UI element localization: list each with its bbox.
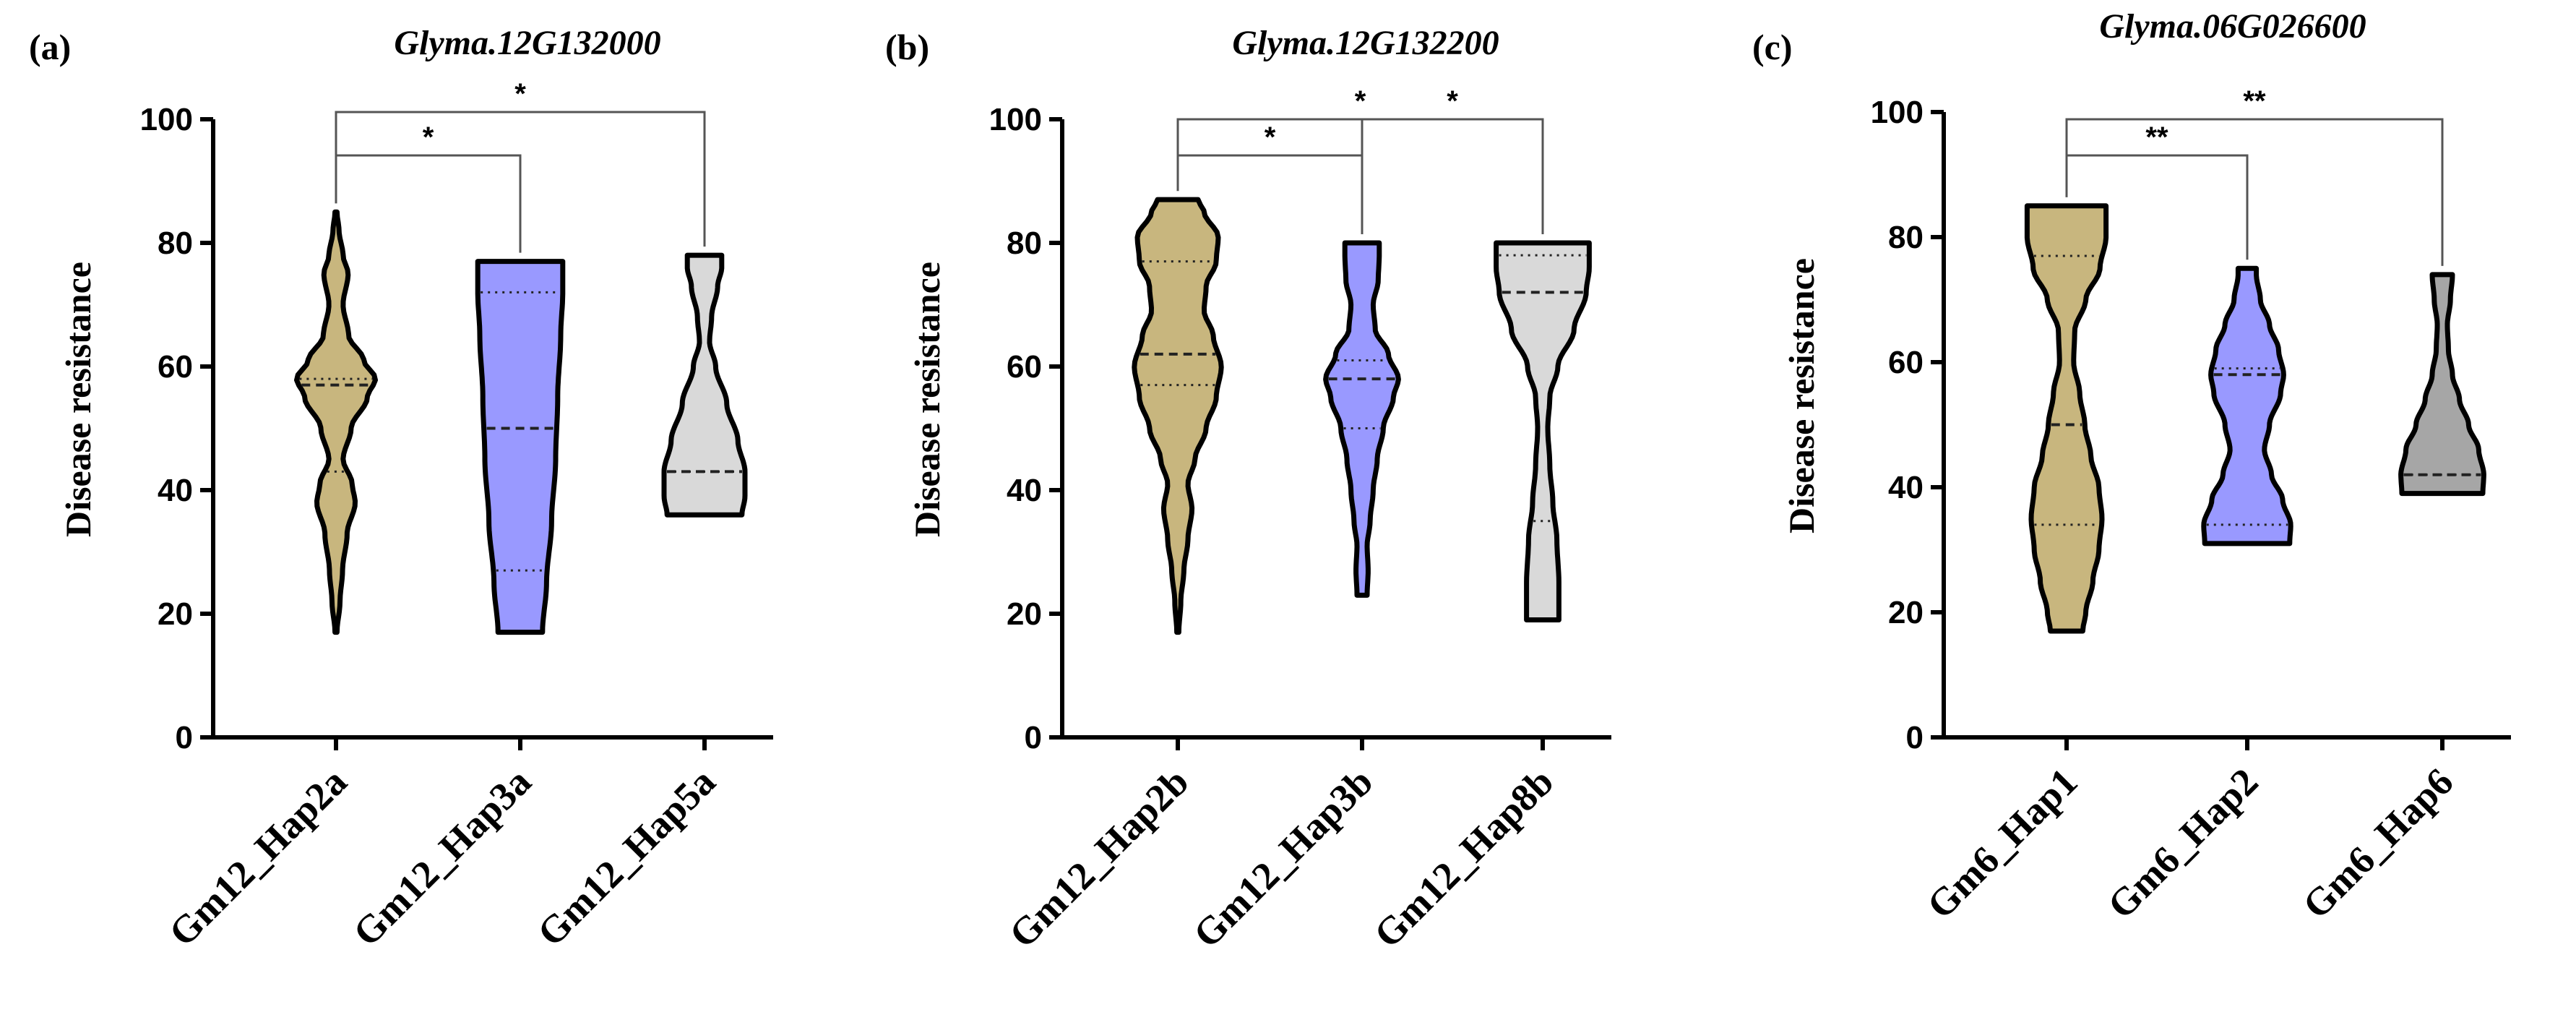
- significance-label: *: [1447, 85, 1458, 117]
- y-tick-label: 20: [158, 596, 193, 632]
- violin-body: [2201, 265, 2293, 547]
- violin-body: [2024, 203, 2109, 634]
- panel-title: Glyma.12G132000: [394, 24, 660, 62]
- significance-bracket: [335, 154, 522, 253]
- x-category-label: Gm12_Hap2b: [1001, 760, 1197, 956]
- y-tick-label: 80: [158, 226, 193, 261]
- y-tick-label: 40: [158, 473, 193, 508]
- y-tick-label: 60: [158, 349, 193, 385]
- y-axis-title: Disease resistance: [1781, 258, 1822, 533]
- x-category-label: Gm12_Hap5a: [529, 760, 723, 954]
- x-category-label: Gm6_Hap1: [1918, 760, 2085, 927]
- panel-letter: (c): [1752, 27, 1793, 67]
- significance-label: **: [2243, 85, 2266, 117]
- y-tick-label: 100: [140, 102, 193, 137]
- panel-0: (a) Glyma.12G132000 0 20 40 60 80 100 Disease re…: [29, 24, 773, 954]
- y-tick-label: 40: [1888, 470, 1924, 505]
- violin-2: [1494, 240, 1592, 623]
- panel-letter: (a): [29, 27, 71, 67]
- y-tick-label: 60: [1007, 349, 1042, 385]
- y-tick-label: 80: [1007, 226, 1042, 261]
- violin-body: [1494, 240, 1592, 623]
- violin-2: [661, 252, 748, 518]
- x-category-label: Gm6_Hap2: [2099, 760, 2266, 927]
- y-tick-label: 0: [1906, 720, 1924, 755]
- significance-label: **: [2145, 121, 2168, 153]
- y-tick-label: 100: [989, 102, 1042, 137]
- significance-label: *: [1265, 121, 1276, 153]
- y-tick-label: 100: [1871, 95, 1924, 130]
- significance-label: *: [1355, 85, 1366, 117]
- y-tick-label: 60: [1888, 345, 1924, 380]
- significance-bracket: [1361, 118, 1544, 234]
- violin-0: [1132, 197, 1224, 635]
- violin-2: [2398, 272, 2486, 497]
- x-category-label: Gm12_Hap3b: [1185, 760, 1382, 956]
- violin-body: [661, 252, 748, 518]
- violin-body: [475, 259, 566, 635]
- x-category-label: Gm6_Hap6: [2294, 760, 2461, 927]
- violin-body: [1323, 240, 1401, 598]
- x-category-label: Gm12_Hap3a: [345, 760, 539, 954]
- panel-title: Glyma.06G026600: [2099, 7, 2366, 46]
- significance-bracket: [2065, 118, 2444, 266]
- x-category-label: Gm12_Hap8b: [1366, 760, 1562, 956]
- violin-1: [2201, 265, 2293, 547]
- violin-0: [2024, 203, 2109, 634]
- y-axis-title: Disease resistance: [58, 262, 98, 537]
- significance-label: *: [514, 78, 526, 110]
- violin-body: [2398, 272, 2486, 497]
- violin-body: [294, 209, 378, 635]
- panel-2: (c) Glyma.06G026600 0 20 40 60 80 100 Disease re…: [1752, 7, 2511, 927]
- y-tick-label: 80: [1888, 220, 1924, 255]
- panel-letter: (b): [885, 27, 929, 67]
- violin-body: [1132, 197, 1224, 635]
- y-tick-label: 20: [1007, 596, 1042, 632]
- significance-bracket: [335, 111, 706, 247]
- violin-0: [294, 209, 378, 635]
- y-tick-label: 20: [1888, 595, 1924, 630]
- y-tick-label: 0: [176, 720, 193, 755]
- x-category-label: Gm12_Hap2a: [160, 760, 355, 954]
- panel-1: (b) Glyma.12G132200 0 20 40 60 80 100 Disease re…: [885, 24, 1611, 956]
- panel-title: Glyma.12G132200: [1232, 24, 1499, 62]
- significance-label: *: [423, 121, 434, 153]
- violin-1: [475, 259, 566, 635]
- significance-bracket: [1176, 118, 1544, 234]
- y-tick-label: 0: [1025, 720, 1042, 755]
- y-axis-title: Disease resistance: [907, 262, 947, 537]
- y-tick-label: 40: [1007, 473, 1042, 508]
- violin-1: [1323, 240, 1401, 598]
